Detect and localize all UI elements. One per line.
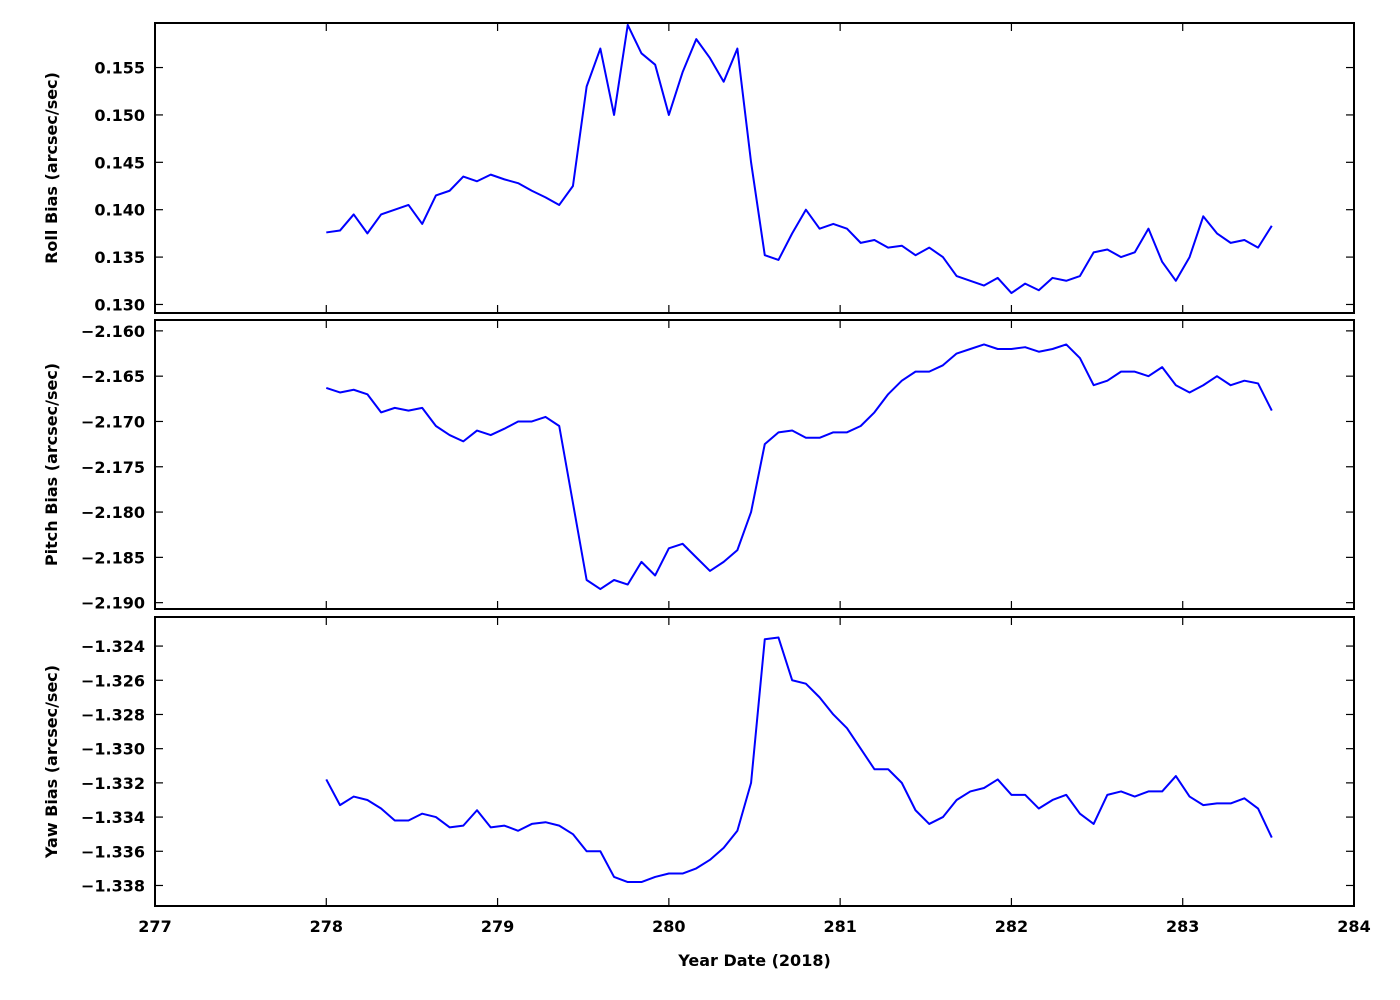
x-tick-label: 279 (481, 917, 514, 936)
y-axis-label: Roll Bias (arcsec/sec) (42, 72, 61, 264)
y-tick-label: −2.185 (81, 548, 145, 567)
y-tick-label: 0.145 (94, 153, 145, 172)
data-line (325, 636, 1273, 884)
x-tick-label: 284 (1337, 917, 1370, 936)
x-tick-label: 281 (823, 917, 856, 936)
y-tick-label: −1.332 (81, 774, 145, 793)
y-tick-label: −2.165 (81, 367, 145, 386)
x-tick-label: 282 (995, 917, 1028, 936)
x-axis-label: Year Date (2018) (677, 951, 831, 970)
y-tick-label: −1.330 (81, 740, 145, 759)
x-tick-label: 280 (652, 917, 685, 936)
y-tick-label: −1.324 (81, 637, 145, 656)
plot-frame (154, 616, 1355, 907)
y-tick-label: −2.180 (81, 503, 145, 522)
y-tick-label: 0.140 (94, 201, 145, 220)
plot-frame (154, 319, 1355, 610)
y-tick-label: −1.336 (81, 842, 145, 861)
x-tick-label: 283 (1166, 917, 1199, 936)
y-axis-label: Yaw Bias (arcsec/sec) (42, 665, 61, 859)
y-tick-label: −1.326 (81, 671, 145, 690)
y-tick-label: 0.130 (94, 295, 145, 314)
y-tick-label: −2.175 (81, 458, 145, 477)
data-line (325, 343, 1273, 591)
plot-frame (154, 22, 1355, 314)
y-tick-label: 0.150 (94, 106, 145, 125)
y-tick-label: −1.328 (81, 705, 145, 724)
y-tick-label: −2.190 (81, 594, 145, 613)
y-tick-label: 0.155 (94, 59, 145, 78)
data-line (326, 23, 1273, 295)
y-tick-label: −1.334 (81, 808, 145, 827)
y-tick-label: −2.160 (81, 322, 145, 341)
y-tick-label: −2.170 (81, 412, 145, 431)
y-tick-label: −1.338 (81, 876, 145, 895)
y-axis-label: Pitch Bias (arcsec/sec) (42, 363, 61, 566)
y-tick-label: 0.135 (94, 248, 145, 267)
x-tick-label: 278 (310, 917, 343, 936)
x-tick-label: 277 (138, 917, 171, 936)
